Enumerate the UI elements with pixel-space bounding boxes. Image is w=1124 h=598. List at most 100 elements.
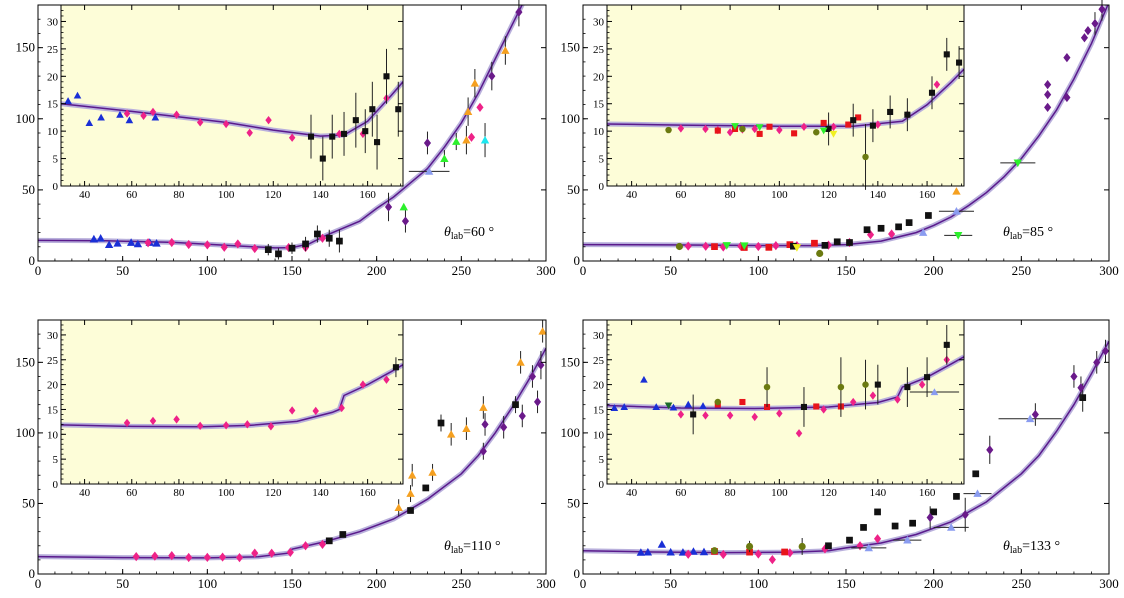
data-point-sq-black: [336, 237, 343, 245]
data-point-tri-cyan: [480, 135, 490, 144]
inset-point-sq-black: [352, 117, 359, 124]
data-point-sq-black: [512, 401, 519, 409]
inset-background: [61, 320, 403, 484]
data-point-sq-black: [863, 226, 871, 234]
inset-point-hex-olive: [739, 125, 746, 133]
data-point-dia-magenta: [768, 554, 776, 565]
data-point-sq-black: [846, 536, 853, 544]
inset-point-sq-black: [943, 341, 950, 348]
inset-axis-xtick-label: 140: [870, 189, 887, 201]
data-point-dia-purple: [515, 7, 523, 17]
angle-label: θlab=110 °: [444, 539, 501, 556]
inset-data-points: [123, 357, 399, 431]
data-point-tri-lightblue: [424, 167, 434, 175]
inset-point-sq-red: [739, 398, 746, 406]
data-point-dia-magenta: [268, 548, 276, 558]
inset-point-dia-magenta: [874, 120, 882, 129]
inset-point-tri-lightblue: [930, 388, 939, 396]
inset-point-sq-black: [956, 59, 963, 66]
inset-axis-xtick-label: 40: [626, 189, 638, 201]
inset-axis-xtick-label: 120: [820, 189, 837, 201]
inset-point-dia-magenta: [149, 107, 157, 117]
data-point-dia-magenta: [203, 240, 211, 250]
data-point-sq-red: [811, 239, 818, 247]
inset-point-dia-magenta: [894, 395, 901, 404]
main-axis-ytick-label: 50: [567, 182, 580, 197]
data-point-tri-lightblue: [903, 535, 912, 544]
inset-axis-xtick-label: 80: [725, 487, 737, 499]
data-point-dia-purple: [961, 510, 969, 520]
inset-point-hex-olive: [813, 129, 820, 136]
data-point-dia-magenta: [286, 547, 294, 558]
data-point-sq-black: [1079, 394, 1087, 401]
data-point-tri-blue: [96, 234, 105, 242]
inset-axis-ytick-label: 25: [47, 355, 59, 367]
main-axis-ytick-label: 0: [29, 253, 36, 268]
data-point-tri-lightblue: [952, 207, 961, 215]
inset-point-dia-magenta: [222, 119, 230, 129]
inset-axis-ytick-label: 20: [593, 380, 605, 392]
data-point-dtri-yellow: [792, 244, 802, 252]
inset-point-sq-black: [340, 130, 348, 137]
data-point-dia-magenta: [251, 548, 259, 558]
main-axis-xtick-label: 200: [367, 576, 387, 591]
data-point-tri-orange: [538, 327, 547, 335]
data-point-dia-magenta: [467, 132, 476, 142]
angle-value: =133 °: [1022, 539, 1060, 554]
main-axis-xtick-label: 300: [1099, 576, 1119, 591]
data-point-dia-magenta: [754, 549, 762, 559]
data-point-tri-orange: [952, 187, 961, 195]
main-axis-xtick-label: 50: [664, 576, 677, 591]
inset-point-sq-black: [904, 111, 911, 118]
inset-axis-ytick-label: 0: [599, 479, 605, 491]
angle-subscript: lab: [451, 231, 463, 242]
main-axis-xtick-label: 100: [198, 576, 218, 591]
main-axis-ytick-label: 0: [574, 566, 581, 581]
inset-point-dia-magenta: [677, 124, 685, 133]
inset-point-dia-magenta: [702, 124, 709, 134]
data-point-dia-magenta: [168, 551, 176, 561]
inset-3-theory-curve: [607, 356, 964, 410]
data-point-dia-magenta: [476, 102, 484, 113]
data-point-dtri-green: [954, 232, 963, 240]
inset-point-tri-blue: [64, 97, 72, 105]
inset-point-dia-magenta: [383, 375, 390, 384]
data-point-sq-red: [711, 243, 718, 250]
main-axis-xtick-label: 250: [452, 263, 472, 278]
main-axis-xtick-label: 0: [35, 576, 42, 591]
inset-axis-ytick-label: 0: [53, 181, 59, 193]
data-point-tri-orange: [516, 358, 525, 366]
data-point-sq-black: [821, 241, 829, 249]
inset-point-hex-olive: [862, 381, 869, 388]
inset-point-dia-magenta: [726, 411, 734, 420]
inset-point-dia-magenta: [702, 411, 709, 420]
data-point-tri-orange: [394, 503, 403, 512]
inset-axis-ytick-label: 0: [53, 479, 59, 491]
data-point-dia-purple: [528, 371, 537, 382]
inset-axis-ytick-label: 0: [599, 181, 605, 193]
inset-axis-xtick-label: 120: [820, 487, 837, 499]
data-point-dia-purple: [488, 71, 496, 81]
main-axis-ytick-label: 150: [16, 354, 36, 369]
data-point-dia-magenta: [824, 240, 833, 250]
inset-point-tri-blue: [85, 119, 94, 126]
inset-axis-ytick-label: 5: [599, 454, 605, 466]
inset-point-tri-blue: [699, 402, 707, 410]
inset-axis-xtick-label: 100: [218, 487, 235, 499]
inset-point-dia-magenta: [776, 125, 783, 135]
inset-axis-xtick-label: 160: [919, 487, 936, 499]
inset-point-sq-black: [874, 381, 881, 388]
data-point-dia-magenta: [702, 241, 710, 251]
inset-point-dia-magenta: [849, 397, 857, 407]
angle-subscript: lab: [451, 545, 463, 556]
inset-point-sq-black: [362, 128, 369, 135]
data-point-tri-blue: [657, 540, 667, 548]
inset-axis-xtick-label: 120: [265, 487, 282, 499]
data-point-dia-magenta: [888, 229, 896, 239]
data-point-tri-orange: [462, 135, 471, 144]
data-point-tri-lightblue: [947, 523, 956, 531]
angle-value: =110 °: [463, 539, 500, 554]
data-point-sq-black: [314, 230, 321, 238]
data-point-tri-blue: [643, 547, 653, 556]
